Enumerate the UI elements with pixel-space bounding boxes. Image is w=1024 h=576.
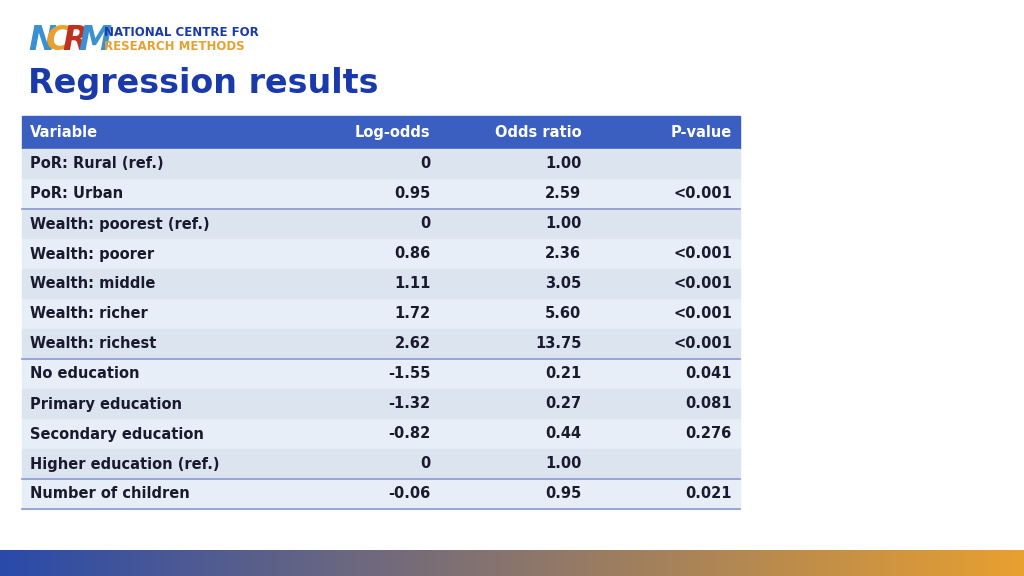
Text: 1.00: 1.00 bbox=[545, 157, 582, 172]
Bar bbox=[22, 389, 740, 419]
Text: PoR: Rural (ref.): PoR: Rural (ref.) bbox=[30, 157, 164, 172]
Bar bbox=[22, 449, 740, 479]
Text: 1.72: 1.72 bbox=[394, 306, 430, 321]
Text: 1.00: 1.00 bbox=[545, 457, 582, 472]
Text: 1.11: 1.11 bbox=[394, 276, 430, 291]
Text: 0.95: 0.95 bbox=[545, 487, 582, 502]
Text: Number of children: Number of children bbox=[30, 487, 189, 502]
Text: Log-odds: Log-odds bbox=[354, 125, 430, 140]
Text: M: M bbox=[78, 24, 112, 56]
Text: <0.001: <0.001 bbox=[673, 276, 732, 291]
Bar bbox=[22, 419, 740, 449]
Text: R: R bbox=[62, 24, 88, 56]
Text: 0.86: 0.86 bbox=[394, 247, 430, 262]
Bar bbox=[22, 359, 740, 389]
Text: Wealth: poorer: Wealth: poorer bbox=[30, 247, 155, 262]
Text: Regression results: Regression results bbox=[28, 67, 379, 100]
Bar bbox=[22, 116, 740, 149]
Text: Secondary education: Secondary education bbox=[30, 426, 204, 441]
Text: PoR: Urban: PoR: Urban bbox=[30, 187, 123, 202]
Text: N: N bbox=[28, 24, 56, 56]
Text: No education: No education bbox=[30, 366, 139, 381]
Text: Wealth: middle: Wealth: middle bbox=[30, 276, 156, 291]
Bar bbox=[22, 179, 740, 209]
Text: -0.82: -0.82 bbox=[388, 426, 430, 441]
Text: Higher education (ref.): Higher education (ref.) bbox=[30, 457, 219, 472]
Text: 0.041: 0.041 bbox=[685, 366, 732, 381]
Text: Variable: Variable bbox=[30, 125, 98, 140]
Text: 1.00: 1.00 bbox=[545, 217, 582, 232]
Text: <0.001: <0.001 bbox=[673, 306, 732, 321]
Text: Primary education: Primary education bbox=[30, 396, 182, 411]
Text: <0.001: <0.001 bbox=[673, 187, 732, 202]
Text: RESEARCH METHODS: RESEARCH METHODS bbox=[104, 40, 245, 54]
Text: Wealth: poorest (ref.): Wealth: poorest (ref.) bbox=[30, 217, 210, 232]
Text: -0.06: -0.06 bbox=[388, 487, 430, 502]
Bar bbox=[22, 209, 740, 239]
Text: 2.36: 2.36 bbox=[545, 247, 582, 262]
Text: 0.27: 0.27 bbox=[545, 396, 582, 411]
Text: 0.081: 0.081 bbox=[685, 396, 732, 411]
Bar bbox=[22, 239, 740, 269]
Bar bbox=[22, 299, 740, 329]
Text: 0.021: 0.021 bbox=[685, 487, 732, 502]
Bar bbox=[22, 329, 740, 359]
Text: 0.276: 0.276 bbox=[686, 426, 732, 441]
Text: 0.95: 0.95 bbox=[394, 187, 430, 202]
Text: Wealth: richer: Wealth: richer bbox=[30, 306, 147, 321]
Bar bbox=[22, 149, 740, 179]
Text: -1.32: -1.32 bbox=[388, 396, 430, 411]
Text: 3.05: 3.05 bbox=[545, 276, 582, 291]
Text: <0.001: <0.001 bbox=[673, 336, 732, 351]
Text: -1.55: -1.55 bbox=[388, 366, 430, 381]
Text: 5.60: 5.60 bbox=[545, 306, 582, 321]
Text: 0: 0 bbox=[420, 157, 430, 172]
Text: P-value: P-value bbox=[671, 125, 732, 140]
Text: 0: 0 bbox=[420, 217, 430, 232]
Text: 0.21: 0.21 bbox=[545, 366, 582, 381]
Text: 13.75: 13.75 bbox=[535, 336, 582, 351]
Text: 2.59: 2.59 bbox=[545, 187, 582, 202]
Bar bbox=[22, 269, 740, 299]
Bar bbox=[22, 479, 740, 509]
Text: 0.44: 0.44 bbox=[545, 426, 582, 441]
Text: NATIONAL CENTRE FOR: NATIONAL CENTRE FOR bbox=[104, 26, 259, 40]
Text: 0: 0 bbox=[420, 457, 430, 472]
Text: <0.001: <0.001 bbox=[673, 247, 732, 262]
Text: Wealth: richest: Wealth: richest bbox=[30, 336, 157, 351]
Text: C: C bbox=[46, 24, 71, 56]
Text: 2.62: 2.62 bbox=[394, 336, 430, 351]
Text: Odds ratio: Odds ratio bbox=[495, 125, 582, 140]
